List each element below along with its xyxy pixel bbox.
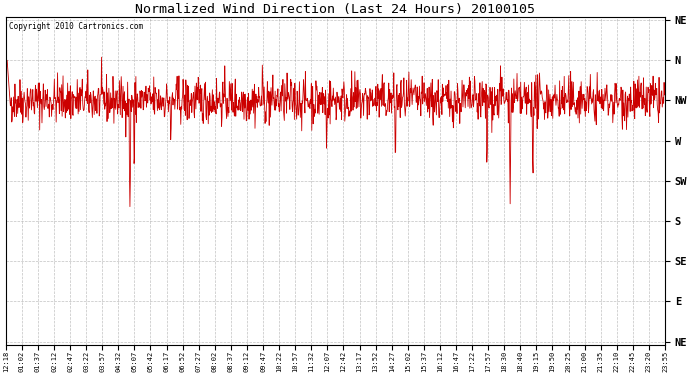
- Text: Copyright 2010 Cartronics.com: Copyright 2010 Cartronics.com: [9, 22, 144, 31]
- Title: Normalized Wind Direction (Last 24 Hours) 20100105: Normalized Wind Direction (Last 24 Hours…: [135, 3, 535, 16]
